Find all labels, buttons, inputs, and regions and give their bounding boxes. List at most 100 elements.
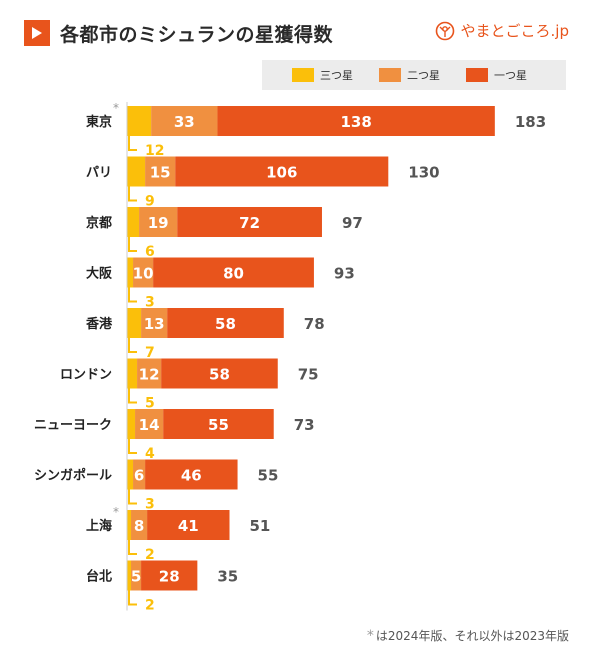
three-star-leader-line (128, 237, 137, 252)
bar-segment-two-star (133, 459, 146, 490)
two-star-value-label: 12 (139, 366, 160, 384)
bar-segment-two-star (141, 308, 168, 338)
three-star-value-label: 9 (145, 194, 155, 210)
legend-swatch (466, 68, 488, 82)
three-star-leader-line (128, 388, 137, 404)
footnote-asterisk: * (366, 628, 374, 644)
three-star-value-label: 6 (145, 244, 155, 260)
total-value-label: 73 (294, 416, 315, 434)
bar-segment-three-star (127, 459, 134, 490)
two-star-value-label: 14 (139, 416, 160, 434)
bar-segment-two-star (133, 257, 154, 288)
one-star-value-label: 80 (223, 265, 244, 283)
category-label: ロンドン (60, 368, 112, 383)
legend-swatch (292, 68, 314, 82)
bar-segment-one-star (147, 510, 230, 540)
three-star-leader-line (128, 136, 137, 151)
three-star-leader-line (128, 590, 137, 606)
two-star-value-label: 6 (134, 467, 144, 485)
one-star-value-label: 28 (159, 568, 180, 586)
bar-segment-three-star (127, 510, 132, 540)
legend-label: 三つ星 (320, 69, 353, 82)
three-star-value-label: 4 (145, 446, 155, 462)
bar-segment-two-star (151, 106, 218, 136)
chart-title: 各都市のミシュランの星獲得数 (60, 23, 334, 46)
bar-segment-two-star (131, 560, 142, 591)
two-star-value-label: 8 (134, 517, 144, 535)
bar-segment-one-star (177, 207, 322, 237)
three-star-leader-line (128, 439, 137, 454)
category-label: パリ (86, 166, 112, 181)
brand-emblem-icon (435, 21, 454, 40)
bar-segment-three-star (127, 358, 138, 389)
two-star-value-label: 10 (133, 265, 154, 283)
two-star-value-label: 5 (131, 568, 141, 586)
footnote-text: は2024年版、それ以外は2023年版 (375, 629, 569, 643)
three-star-value-label: 3 (145, 497, 155, 513)
three-star-value-label: 7 (145, 345, 155, 361)
total-value-label: 35 (217, 568, 238, 586)
legend-item-two-star: 二つ星 (379, 67, 440, 83)
category-label: 上海 (86, 518, 112, 534)
three-star-value-label: 2 (145, 598, 155, 614)
chart-legend: 三つ星 二つ星 一つ星 (262, 60, 566, 90)
category-label: シンガポール (34, 468, 112, 484)
play-icon (24, 20, 50, 46)
category-asterisk: * (113, 101, 119, 115)
bar-segment-three-star (127, 560, 132, 591)
one-star-value-label: 138 (340, 113, 371, 131)
category-label: 大阪 (86, 266, 113, 282)
category-label: 台北 (86, 569, 112, 585)
one-star-value-label: 55 (208, 416, 229, 434)
total-value-label: 130 (408, 164, 439, 182)
bar-segment-two-star (135, 409, 164, 439)
category-label: 香港 (85, 316, 113, 332)
bar-segment-three-star (127, 106, 152, 136)
total-value-label: 75 (298, 366, 319, 384)
legend-item-three-star: 三つ星 (292, 67, 353, 83)
two-star-value-label: 15 (150, 164, 171, 182)
total-value-label: 97 (342, 214, 363, 232)
total-value-label: 183 (515, 113, 546, 131)
bar-segment-three-star (127, 409, 136, 439)
total-value-label: 93 (334, 265, 355, 283)
legend-label: 一つ星 (494, 69, 527, 82)
two-star-value-label: 33 (174, 113, 195, 131)
bar-segment-two-star (137, 358, 162, 389)
three-star-value-label: 5 (145, 396, 155, 412)
bar-segment-two-star (139, 207, 178, 237)
bar-segment-one-star (145, 459, 238, 490)
two-star-value-label: 13 (144, 315, 165, 333)
three-star-value-label: 3 (145, 295, 155, 311)
bar-segment-three-star (127, 207, 140, 237)
legend-item-one-star: 一つ星 (466, 67, 527, 83)
one-star-value-label: 58 (209, 366, 230, 384)
one-star-value-label: 46 (181, 467, 202, 485)
bar-segment-one-star (175, 156, 389, 187)
bar-segment-one-star (163, 409, 274, 439)
three-star-leader-line (128, 489, 137, 505)
three-star-value-label: 2 (145, 547, 155, 563)
category-label: 東京 (86, 114, 112, 130)
legend-swatch (379, 68, 401, 82)
total-value-label: 78 (304, 315, 325, 333)
brand-name: やまとごころ.jp (460, 22, 569, 40)
one-star-value-label: 41 (178, 517, 199, 535)
two-star-value-label: 19 (148, 214, 169, 232)
category-asterisk: * (113, 505, 119, 519)
bar-segment-three-star (127, 156, 146, 187)
bar-segment-one-star (161, 358, 278, 389)
category-label: ニューヨーク (34, 418, 112, 433)
one-star-value-label: 106 (266, 164, 297, 182)
chart-title-bar: 各都市のミシュランの星獲得数 (24, 20, 333, 46)
bar-segment-one-star (141, 560, 198, 591)
category-label: 京都 (86, 215, 112, 231)
legend-label: 二つ星 (407, 69, 440, 82)
bar-segment-one-star (167, 308, 284, 338)
one-star-value-label: 58 (215, 315, 236, 333)
three-star-leader-line (128, 287, 137, 303)
three-star-leader-line (128, 186, 137, 202)
total-value-label: 55 (258, 467, 279, 485)
bar-segment-three-star (127, 308, 142, 338)
